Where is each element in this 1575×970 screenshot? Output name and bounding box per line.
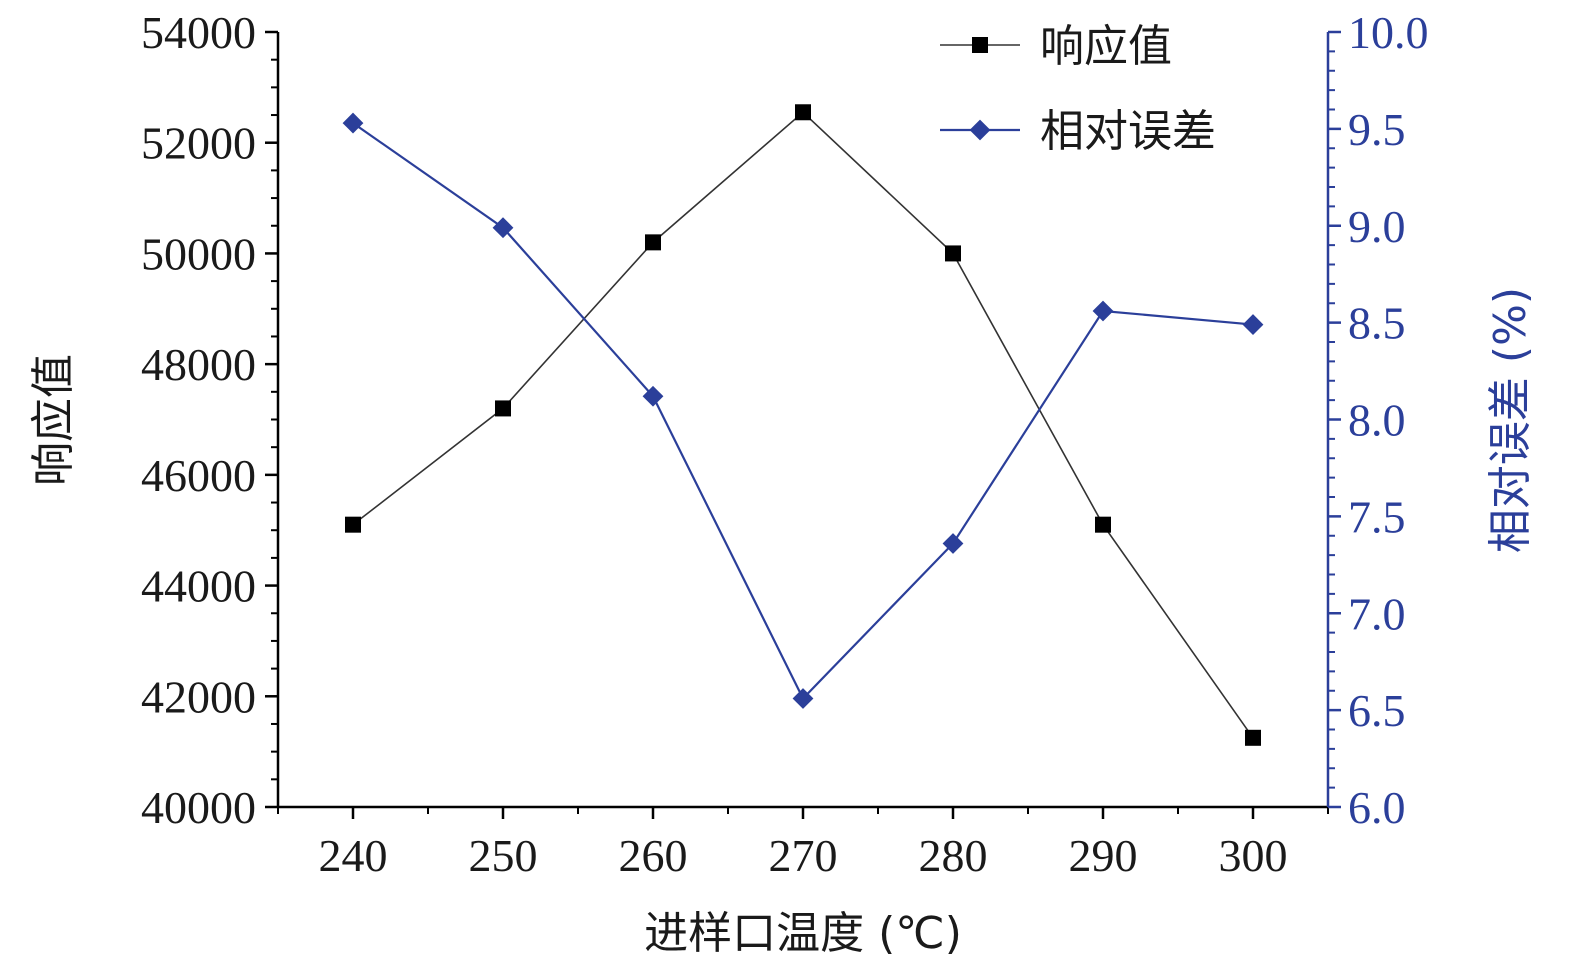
diamond-marker [1092, 300, 1114, 322]
y-tick-label-right: 7.0 [1348, 588, 1406, 639]
legend-item: 响应值 [940, 21, 1172, 72]
square-marker [495, 400, 511, 417]
diamond-marker [1242, 314, 1264, 335]
y2-axis-title: 相对误差 (%) [1485, 287, 1536, 553]
x-tick-label: 270 [769, 830, 838, 881]
legend-label: 响应值 [1040, 21, 1172, 72]
y-tick-label-right: 10.0 [1348, 7, 1429, 58]
x-tick-label: 280 [919, 830, 988, 881]
y-tick-label-right: 8.5 [1348, 298, 1406, 349]
x-tick-label: 250 [469, 830, 538, 881]
y-tick-label-right: 9.0 [1348, 201, 1406, 252]
legend-marker [969, 119, 991, 141]
x-tick-label: 240 [319, 830, 388, 881]
diamond-marker [642, 385, 664, 407]
legend-marker [972, 37, 988, 53]
y-tick-label-right: 6.0 [1348, 782, 1406, 833]
diamond-marker [342, 112, 364, 134]
y-tick-label-left: 44000 [141, 561, 256, 612]
square-marker [795, 104, 811, 121]
series-line [352, 122, 1254, 701]
y-tick-label-right: 6.5 [1348, 685, 1406, 736]
legend-item: 相对误差 [940, 106, 1216, 157]
legend-label: 相对误差 [1040, 106, 1216, 157]
x-tick-label: 290 [1069, 830, 1138, 881]
y-tick-label-left: 50000 [141, 228, 256, 279]
axes: 240 250 260 270 280 290 300 40000 42000 44000 4600… [141, 7, 1429, 881]
y-tick-label-right: 8.0 [1348, 395, 1406, 446]
square-marker [345, 516, 361, 533]
diamond-marker [792, 688, 814, 709]
y-tick-label-left: 42000 [141, 671, 256, 722]
y-tick-label-right: 9.5 [1348, 104, 1406, 155]
series-line [352, 111, 1254, 739]
square-marker [945, 245, 961, 262]
series-2 [342, 112, 1264, 709]
y-axis-title: 响应值 [28, 354, 79, 486]
x-tick-label: 260 [619, 830, 688, 881]
x-axis-title: 进样口温度 (℃) [644, 908, 962, 959]
y-tick-label-left: 46000 [141, 450, 256, 501]
square-marker [1245, 729, 1261, 746]
y-tick-label-left: 48000 [141, 339, 256, 390]
y-tick-label-left: 40000 [141, 782, 256, 833]
series-layer [342, 104, 1264, 746]
y-tick-label-left: 52000 [141, 118, 256, 169]
square-marker [1095, 516, 1111, 533]
y-tick-label-right: 7.5 [1348, 491, 1406, 542]
diamond-marker [942, 533, 964, 554]
x-tick-label: 300 [1219, 830, 1288, 881]
y-tick-label-left: 54000 [141, 7, 256, 58]
square-marker [645, 234, 661, 251]
diamond-marker [492, 217, 514, 239]
series-1 [345, 104, 1261, 746]
